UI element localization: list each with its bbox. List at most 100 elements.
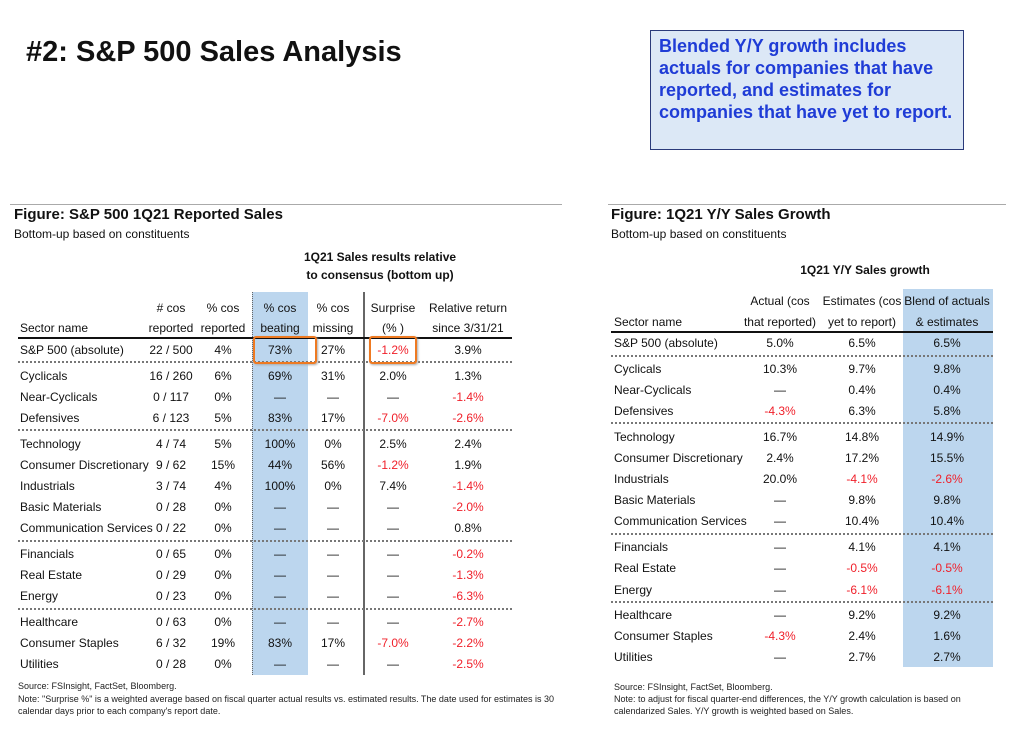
left-row-value: 4 / 74 (155, 437, 187, 451)
right-row-value: — (774, 493, 786, 507)
right-row-label: Industrials (614, 472, 669, 486)
left-row-value: 4% (214, 479, 232, 493)
left-row-value: 69% (267, 369, 293, 383)
left-row-value: — (274, 657, 286, 671)
right-row-label: Utilities (614, 650, 653, 664)
left-row-value: 6 / 123 (152, 411, 190, 425)
right-group-header: 1Q21 Y/Y Sales growth (800, 263, 930, 277)
left-row-value: 0 / 23 (155, 589, 187, 603)
left-row-value: 27% (320, 343, 346, 357)
left-row-label: Energy (20, 589, 59, 603)
left-group-header-line2: to consensus (bottom up) (306, 268, 454, 282)
left-row-value: 83% (267, 636, 293, 650)
left-row-value: 4% (214, 343, 232, 357)
right-row-value: 14.9% (929, 430, 965, 444)
left-header-cell: % cos (263, 301, 297, 315)
left-row-value: 0 / 117 (153, 390, 189, 404)
right-row-label: Consumer Staples (614, 629, 713, 643)
left-row-value: -7.0% (377, 411, 409, 425)
right-header-cell: Actual (cos (750, 294, 810, 308)
right-row-value: 17.2% (844, 451, 880, 465)
left-row-value: — (327, 521, 339, 535)
right-group-divider (611, 533, 993, 535)
right-row-value: -4.3% (764, 404, 796, 418)
left-row-label: Healthcare (20, 615, 79, 629)
left-row-value: -2.5% (452, 657, 484, 671)
page-title: #2: S&P 500 Sales Analysis (26, 36, 402, 68)
left-row-value: — (274, 390, 286, 404)
right-row-value: 4.1% (848, 540, 876, 554)
left-row-value: 6 / 32 (155, 636, 187, 650)
callout-box: Blended Y/Y growth includes actuals for … (650, 30, 964, 150)
right-row-value: 16.7% (762, 430, 798, 444)
left-source: Source: FSInsight, FactSet, Bloomberg. (18, 681, 177, 691)
right-row-label: Financials (614, 540, 669, 554)
right-row-value: 20.0% (762, 472, 798, 486)
right-row-value: — (774, 608, 786, 622)
right-row-value: 0.4% (848, 383, 876, 397)
left-row-value: — (327, 547, 339, 561)
right-group-divider (611, 601, 993, 603)
left-row-value: 3 / 74 (155, 479, 187, 493)
right-row-label: Technology (614, 430, 675, 444)
left-row-value: 31% (320, 369, 346, 383)
left-row-value: -0.2% (452, 547, 484, 561)
left-row-value: 9 / 62 (155, 458, 187, 472)
left-row-value: 0% (214, 547, 232, 561)
right-note: Note: to adjust for fiscal quarter-end d… (614, 694, 961, 716)
highlight-box-surprise (369, 336, 417, 364)
left-row-value: — (274, 615, 286, 629)
right-row-value: — (774, 583, 786, 597)
left-row-value: 19% (210, 636, 236, 650)
left-row-label: Industrials (20, 479, 75, 493)
left-row-value: 0% (214, 500, 232, 514)
left-header-cell: reported (148, 321, 194, 335)
left-row-value: 0% (324, 437, 342, 451)
left-row-value: -2.2% (452, 636, 484, 650)
left-row-value: -6.3% (452, 589, 484, 603)
right-row-label: Healthcare (614, 608, 673, 622)
right-row-value: 9.7% (848, 362, 876, 376)
right-row-value: 10.4% (844, 514, 880, 528)
right-row-value: -6.1% (931, 583, 963, 597)
right-source: Source: FSInsight, FactSet, Bloomberg. (614, 682, 773, 692)
left-row-value: 0% (324, 479, 342, 493)
left-row-value: 0% (214, 657, 232, 671)
left-row-label: Defensives (20, 411, 80, 425)
right-row-label: Cyclicals (614, 362, 662, 376)
right-row-value: -4.3% (764, 629, 796, 643)
right-row-value: 6.5% (848, 336, 876, 350)
left-row-value: 73% (267, 343, 293, 357)
right-row-value: 2.4% (766, 451, 794, 465)
left-row-label: Near-Cyclicals (20, 390, 98, 404)
left-row-value: 83% (267, 411, 293, 425)
right-row-value: — (774, 383, 786, 397)
left-row-value: 0% (214, 390, 232, 404)
right-highlight-band (903, 289, 993, 667)
left-row-value: 0% (214, 615, 232, 629)
left-row-value: 17% (320, 636, 346, 650)
right-row-value: 2.7% (933, 650, 961, 664)
left-row-value: — (274, 521, 286, 535)
right-row-value: 2.4% (848, 629, 876, 643)
left-row-value: — (327, 390, 339, 404)
right-row-label: Near-Cyclicals (614, 383, 692, 397)
left-row-label: Real Estate (20, 568, 83, 582)
right-row-value: 9.8% (933, 362, 961, 376)
left-row-value: 0% (214, 589, 232, 603)
left-group-divider (18, 429, 512, 431)
left-header-cell: # cos (156, 301, 186, 315)
right-row-value: 14.8% (844, 430, 880, 444)
left-row-value: — (387, 390, 399, 404)
left-row-value: — (387, 657, 399, 671)
left-row-label: Financials (20, 547, 75, 561)
right-row-label: Consumer Discretionary (614, 451, 743, 465)
right-group-divider (611, 355, 993, 357)
right-row-value: -6.1% (846, 583, 878, 597)
left-figure-subtitle: Bottom-up based on constituents (14, 227, 190, 241)
right-row-value: -0.5% (846, 561, 878, 575)
right-figure-rule (608, 204, 1006, 205)
right-header-cell: yet to report) (827, 315, 897, 329)
left-row-value: 0 / 65 (155, 547, 187, 561)
left-row-value: — (274, 568, 286, 582)
